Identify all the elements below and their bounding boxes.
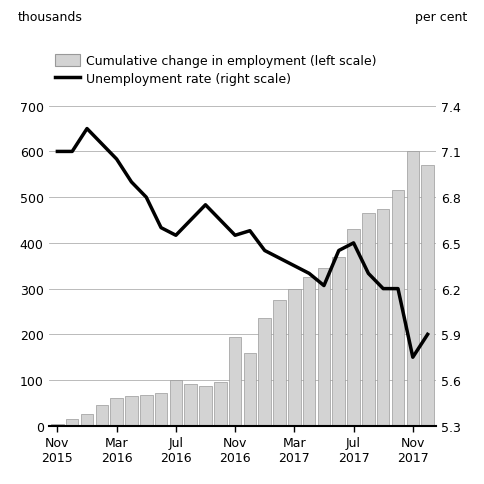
Bar [287,289,300,426]
Bar [362,214,374,426]
Bar [169,380,182,426]
Bar [332,257,344,426]
Bar [421,166,433,426]
Bar [243,353,256,426]
Bar [51,424,63,426]
Bar [80,414,93,426]
Text: per cent: per cent [414,11,467,24]
Bar [406,152,418,426]
Bar [391,191,404,426]
Bar [228,337,241,426]
Legend: Cumulative change in employment (left scale), Unemployment rate (right scale): Cumulative change in employment (left sc… [55,55,376,86]
Bar [376,209,389,426]
Bar [258,318,271,426]
Bar [125,396,137,426]
Bar [110,398,122,426]
Bar [302,278,315,426]
Bar [66,419,78,426]
Bar [184,384,197,426]
Bar [213,382,226,426]
Bar [317,269,330,426]
Bar [199,386,212,426]
Bar [95,406,108,426]
Bar [154,393,167,426]
Bar [272,301,285,426]
Bar [140,395,152,426]
Text: thousands: thousands [17,11,82,24]
Bar [347,230,359,426]
